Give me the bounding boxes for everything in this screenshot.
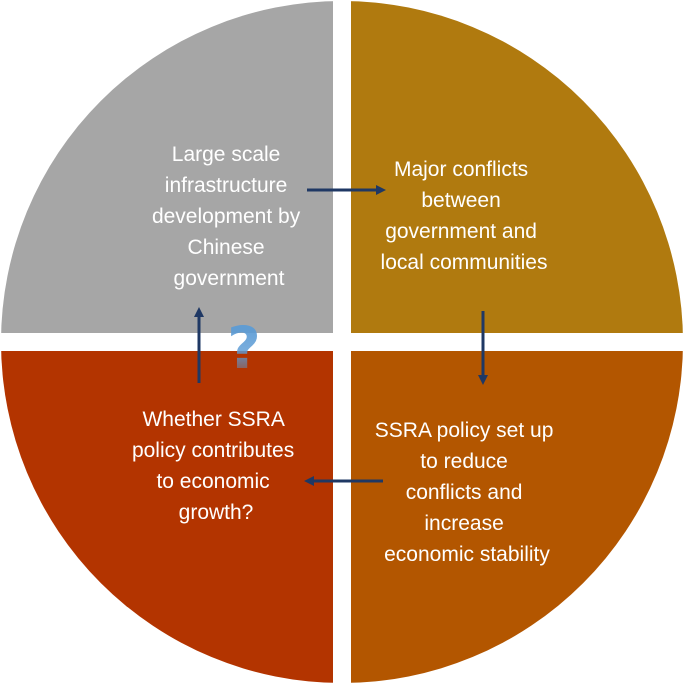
infrastructure-line: development by: [152, 205, 301, 228]
infrastructure-line: government: [174, 267, 285, 290]
conflicts-line: Major conflicts: [394, 158, 528, 181]
ssra-policy-line: SSRA policy set up: [375, 419, 554, 442]
infrastructure-line: Large scale: [172, 143, 281, 166]
economic-growth-line: policy contributes: [132, 439, 294, 462]
economic-growth-line: to economic: [156, 470, 269, 493]
economic-growth-text: Whether SSRA policy contributes to econo…: [132, 408, 300, 524]
question-mark-icon: ?: [227, 314, 261, 382]
infrastructure-text: Large scale infrastructure development b…: [152, 143, 306, 290]
conflicts-line: local communities: [381, 251, 548, 274]
ssra-policy-line: to reduce: [420, 450, 508, 473]
economic-growth-line: Whether SSRA: [142, 408, 284, 431]
conflicts-text: Major conflicts between government and l…: [381, 158, 548, 274]
ssra-policy-line: economic stability: [384, 543, 550, 566]
infrastructure-line: infrastructure: [165, 174, 288, 197]
quadrant-ssra-policy: [351, 351, 683, 683]
infrastructure-line: Chinese: [188, 236, 265, 259]
conflicts-line: between: [421, 189, 500, 212]
ssra-policy-text: SSRA policy set up to reduce conflicts a…: [375, 419, 559, 566]
economic-growth-line: growth?: [179, 501, 254, 524]
ssra-policy-line: increase: [424, 512, 503, 535]
ssra-policy-line: conflicts and: [406, 481, 523, 504]
conflicts-line: government and: [385, 220, 537, 243]
quadrant-economic-growth: [1, 351, 333, 683]
